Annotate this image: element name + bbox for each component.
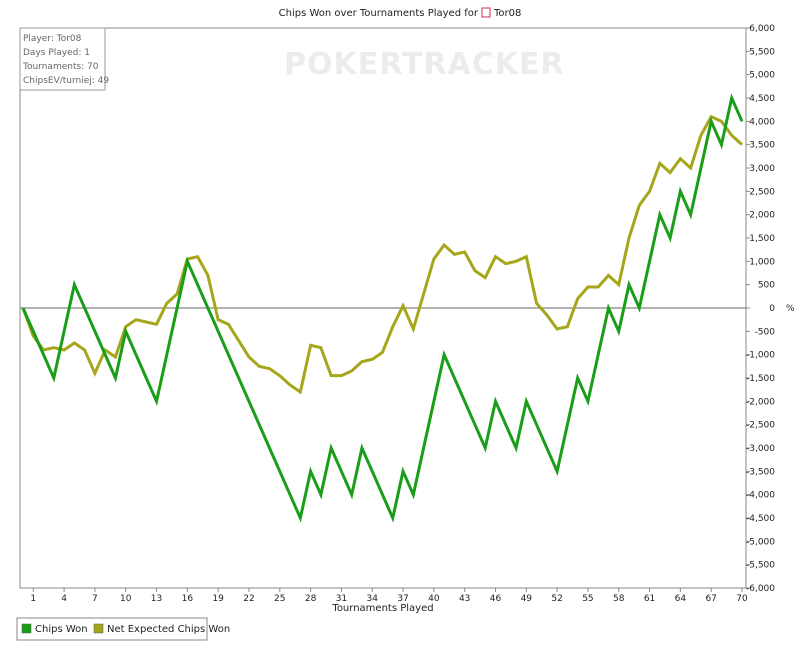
y-tick-label: -3,500 [746,467,775,477]
x-tick-label: 10 [120,594,132,604]
series-line-net-expected-chips-won [21,114,744,395]
y-tick-label: 2,000 [749,211,775,221]
x-tick-label: 46 [490,594,502,604]
x-tick-label: 7 [92,594,98,604]
x-tick-label: 37 [397,594,408,604]
y-tick-label: -4,000 [746,491,775,501]
y-tick-label: 5,000 [749,71,775,81]
x-tick-label: 67 [705,594,716,604]
legend-swatch-net-expected [93,623,104,634]
y-tick-label: 2,500 [749,187,775,197]
series-line-chips-won [21,93,744,523]
x-axis: 1 4 7 10 13 16 19 22 25 28 31 34 37 40 43 46 49 52 55 58 61 6… [30,588,748,604]
info-days-played: Days Played: 1 [23,48,90,58]
y-tick-label: 0 [769,304,775,314]
legend-label-net-expected: Net Expected Chips Won [107,624,230,635]
y-tick-label: 4,000 [749,117,775,127]
series-group [21,93,744,523]
y-axis-unit-label: % [786,304,795,314]
x-tick-label: 22 [243,594,254,604]
player-icon [481,7,491,18]
info-tournaments: Tournaments: 70 [22,62,99,72]
y-tick-label: -2,000 [746,397,775,407]
y-tick-label: 500 [758,281,775,291]
x-tick-label: 64 [675,594,687,604]
y-tick-label: 1,500 [749,234,775,244]
x-tick-label: 4 [61,594,67,604]
chart-title: Chips Won over Tournaments Played for To… [279,7,521,19]
legend: Chips Won Net Expected Chips Won [16,617,230,641]
legend-label-chips-won: Chips Won [35,624,88,635]
y-tick-label: 1,000 [749,257,775,267]
x-tick-label: 61 [644,594,655,604]
info-box: Player: Tor08 Days Played: 1 Tournaments… [19,27,109,91]
x-tick-label: 16 [182,594,194,604]
y-tick-label: 5,500 [749,47,775,57]
y-tick-label: -4,500 [746,514,775,524]
y-tick-label: -6,000 [746,584,775,594]
x-tick-label: 28 [305,594,317,604]
y-tick-label: 6,000 [749,24,775,34]
y-tick-label: -500 [755,327,776,337]
y-tick-label: -2,500 [746,421,775,431]
chart-title-player: Tor08 [493,8,521,19]
x-tick-label: 43 [459,594,470,604]
x-tick-label: 40 [428,594,440,604]
legend-swatch-chips-won [21,623,32,634]
x-tick-label: 49 [521,594,533,604]
y-tick-label: -5,500 [746,561,775,571]
x-tick-label: 70 [736,594,748,604]
y-tick-label: -1,500 [746,374,775,384]
y-axis: 6,000 5,500 5,000 4,500 4,000 3,500 3,000 2,500… [746,24,775,594]
chart-title-text: Chips Won over Tournaments Played for [279,8,479,19]
y-tick-label: 3,500 [749,141,775,151]
x-tick-label: 52 [551,594,562,604]
info-player: Player: Tor08 [23,34,82,44]
info-chips-ev: ChipsEV/turniej: 49 [23,76,109,86]
x-axis-label: Tournaments Played [331,603,433,614]
y-tick-label: 3,000 [749,164,775,174]
x-tick-label: 34 [367,594,379,604]
x-tick-label: 55 [582,594,593,604]
y-tick-label: -3,000 [746,444,775,454]
x-tick-label: 25 [274,594,285,604]
y-tick-label: -1,000 [746,351,775,361]
watermark-text: POKERTRACKER [284,47,565,82]
y-tick-label: 4,500 [749,94,775,104]
x-tick-label: 1 [30,594,36,604]
x-tick-label: 31 [336,594,347,604]
x-tick-label: 58 [613,594,625,604]
x-tick-label: 13 [151,594,162,604]
x-tick-label: 19 [212,594,224,604]
y-tick-label: -5,000 [746,537,775,547]
